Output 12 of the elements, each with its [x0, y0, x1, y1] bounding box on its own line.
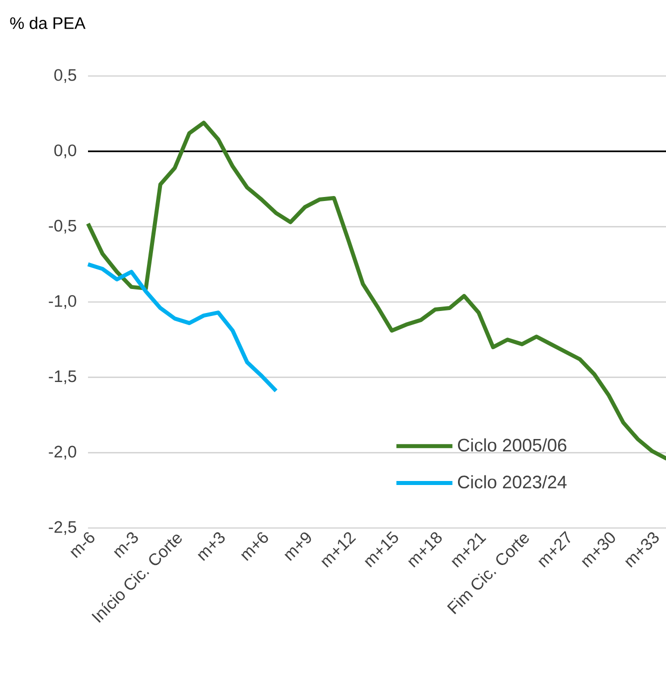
x-tick-label: m-3 [114, 532, 138, 558]
y-tick-label: -1,5 [48, 370, 76, 384]
line-series [86, 120, 666, 461]
y-tick-label: 0,5 [54, 69, 76, 83]
legend-label: Ciclo 2005/06 [458, 438, 566, 452]
y-tick-label: 0,0 [54, 144, 76, 158]
y-tick-label: -0,5 [48, 220, 76, 234]
y-tick-label: -2,0 [48, 446, 76, 460]
legend-label: Ciclo 2023/24 [458, 475, 567, 488]
line-series [86, 262, 278, 393]
y-tick-label: -1,0 [48, 295, 76, 309]
y-axis-title: % da PEA [10, 16, 86, 30]
